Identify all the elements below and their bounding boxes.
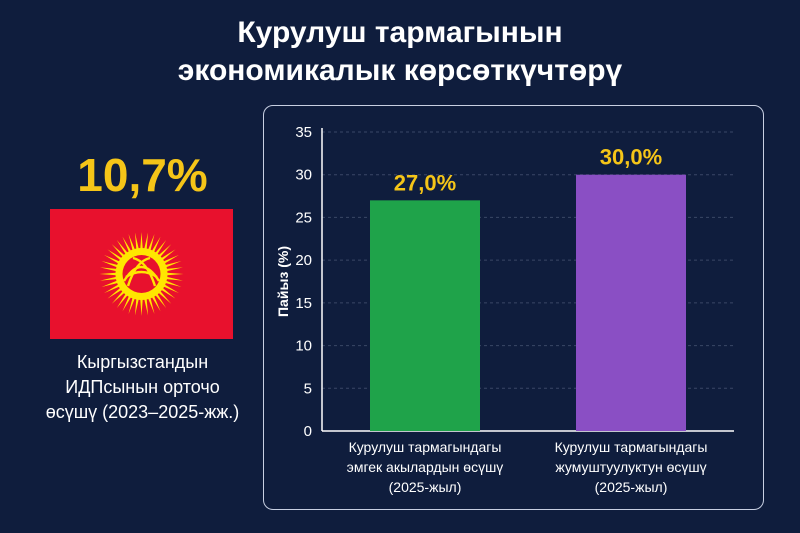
y-tick-label: 10 [295,338,312,355]
caption-line-1: Кыргызстандын [76,352,209,372]
gdp-growth-value: 10,7% [77,149,208,201]
category-label-line: Курулуш тармагындагы [348,439,502,455]
chart-panel: 0 5 10 15 20 25 30 35 Пайыз (%) 27,0% 30,0% Курулу… [263,105,764,510]
y-axis-label: Пайыз (%) [275,246,291,317]
category-label-line: Курулуш тармагындагы [554,439,708,455]
y-tick-label: 35 [295,124,312,141]
y-tick-label: 30 [295,167,312,184]
category-label-line: (2025-жыл) [594,479,668,495]
title-line-1: Курулуш тармагынын [237,16,563,49]
bar [576,174,686,431]
y-tick-label: 25 [295,209,312,226]
gdp-growth-caption: Кыргызстандын ИДПсынын орточо өсүшү (202… [30,350,255,425]
category-label-employment: Курулуш тармагындагы жумуштуулуктун өсүш… [516,437,746,497]
y-tick-label: 0 [304,423,312,440]
chart-title: Курулуш тармагынын экономикалык көрсөткү… [0,14,800,90]
y-tick-label: 5 [304,380,312,397]
bar-chart: 0 5 10 15 20 25 30 35 Пайыз (%) 27,0% 30,0% [275,124,734,440]
category-label-line: (2025-жыл) [388,479,462,495]
category-label-line: жумуштуулуктун өсүшү [555,459,707,475]
caption-line-3: өсүшү (2023–2025-жж.) [45,402,240,422]
category-label-wages: Курулуш тармагындагы эмгек акылардын өсү… [310,437,540,497]
caption-line-2: ИДПсынын орточо [65,377,220,397]
y-tick-label: 20 [295,252,312,269]
kyrgyzstan-flag-icon [50,209,233,339]
bar [370,200,480,431]
bar-value-label: 30,0% [600,145,662,170]
title-line-2: экономикалык көрсөткүчтөрү [177,54,623,87]
bar-value-label: 27,0% [394,170,456,195]
category-label-line: эмгек акылардын өсүшү [346,459,504,475]
y-tick-label: 15 [295,295,312,312]
